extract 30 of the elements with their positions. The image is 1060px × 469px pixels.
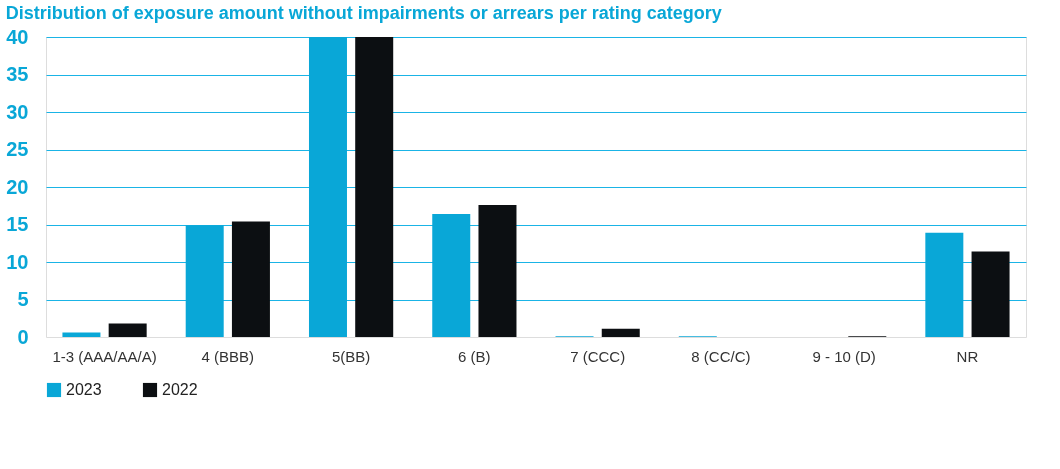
y-tick-label: 0 [17, 325, 29, 348]
bar [971, 251, 1010, 337]
bar [432, 214, 471, 337]
x-tick-label: 5(BB) [331, 347, 371, 365]
y-tick-label: 40 [6, 25, 29, 48]
y-tick-label: 15 [6, 213, 29, 235]
bar [108, 323, 147, 337]
x-tick-label: 9 - 10 (D) [812, 347, 876, 365]
bar [355, 37, 394, 337]
y-tick-label: 25 [6, 138, 29, 160]
x-tick-label: 7 (CCC) [570, 347, 626, 365]
x-tick-label: 6 (B) [458, 347, 491, 365]
legend-label: 2022 [162, 381, 198, 398]
bar [601, 328, 640, 337]
y-tick-label: 5 [17, 288, 29, 310]
bar [231, 221, 270, 337]
chart-title: Distribution of exposure amount without impairments or arrears per rating category [5, 3, 722, 23]
x-tick-label: NR [956, 347, 979, 365]
y-tick-label: 20 [6, 175, 29, 198]
bar [185, 225, 224, 337]
bar [308, 37, 347, 337]
x-tick-label: 4 (BBB) [201, 347, 255, 365]
y-tick-label: 35 [6, 63, 29, 85]
legend-label: 2023 [66, 381, 102, 398]
y-tick-label: 10 [6, 250, 29, 273]
x-tick-label: 8 (CC/C) [691, 347, 751, 365]
x-tick-label: 1-3 (AAA/AA/A) [52, 347, 157, 365]
y-tick-label: 30 [6, 100, 29, 123]
bar [925, 232, 964, 337]
bar [478, 205, 517, 337]
